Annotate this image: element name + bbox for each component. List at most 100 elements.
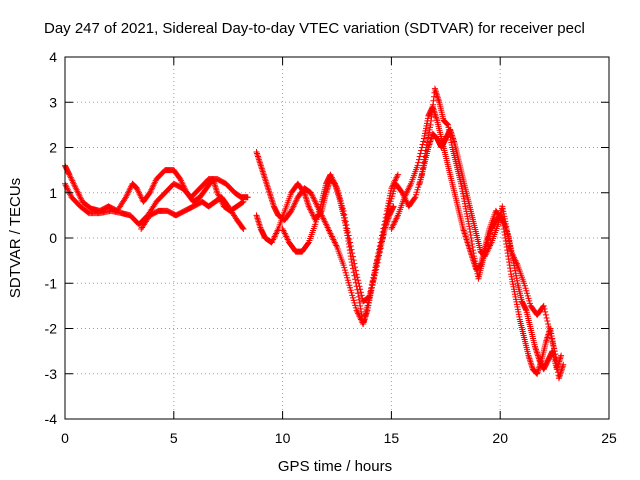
data-point	[540, 302, 547, 309]
y-tick-label: 2	[49, 140, 57, 156]
data-point	[547, 333, 554, 340]
x-tick-label: 20	[492, 430, 508, 446]
data-point	[338, 200, 345, 207]
data-point	[523, 287, 530, 294]
data-point	[300, 188, 307, 195]
data-point	[388, 195, 395, 202]
data-point	[343, 221, 350, 228]
data-point	[369, 281, 376, 288]
data-point	[355, 280, 362, 287]
data-point	[550, 342, 557, 349]
data-point	[239, 199, 246, 206]
data-point	[542, 308, 549, 315]
data-point	[381, 221, 388, 228]
y-tick-label: 0	[49, 230, 57, 246]
data-point	[378, 236, 385, 243]
grid-lines	[65, 57, 609, 419]
data-point	[415, 184, 422, 191]
data-point	[378, 238, 385, 245]
data-point	[414, 186, 421, 193]
chart-title: Day 247 of 2021, Sidereal Day-to-day VTE…	[44, 20, 585, 37]
data-point	[543, 314, 550, 321]
data-point	[346, 236, 353, 243]
data-point	[347, 287, 354, 294]
x-axis-title: GPS time / hours	[278, 458, 392, 475]
data-point	[545, 323, 552, 330]
data-point	[526, 297, 533, 304]
data-point	[349, 253, 356, 260]
data-point	[545, 320, 552, 327]
data-point	[313, 216, 320, 223]
data-point	[345, 232, 352, 239]
data-point	[348, 289, 355, 296]
data-point	[340, 262, 347, 269]
data-point	[340, 207, 347, 214]
data-point	[351, 299, 358, 306]
data-point	[386, 200, 393, 207]
data-point	[414, 162, 421, 169]
data-point	[350, 257, 357, 264]
data-point	[547, 330, 554, 337]
data-point	[544, 317, 551, 324]
data-point	[354, 286, 361, 293]
y-tick-label: -3	[45, 366, 58, 382]
data-point	[342, 218, 349, 225]
data-point	[418, 147, 425, 154]
data-point	[521, 280, 528, 287]
data-point	[344, 274, 351, 281]
data-point	[386, 203, 393, 210]
data-point	[336, 195, 343, 202]
data-point	[315, 211, 322, 218]
data-point	[342, 269, 349, 276]
data-point	[374, 253, 381, 260]
data-point	[380, 225, 387, 232]
data-point	[357, 289, 364, 296]
data-point	[377, 245, 384, 252]
data-point	[146, 190, 153, 197]
data-point	[389, 193, 396, 200]
y-tick-label: 1	[49, 185, 57, 201]
data-point	[380, 231, 387, 238]
data-point	[334, 185, 340, 192]
data-point	[382, 220, 389, 227]
data-point	[376, 246, 383, 253]
data-point	[385, 206, 392, 213]
data-point	[365, 294, 372, 301]
data-point	[553, 357, 560, 364]
data-point	[383, 217, 390, 224]
data-point	[416, 153, 423, 160]
data-point	[551, 348, 558, 355]
data-point	[356, 283, 363, 290]
data-point	[420, 138, 427, 145]
data-point	[373, 263, 380, 270]
data-point	[314, 213, 321, 220]
data-point	[365, 294, 372, 301]
data-point	[549, 339, 556, 346]
data-point	[315, 208, 322, 215]
data-point	[352, 267, 359, 274]
data-point	[367, 290, 374, 297]
data-point	[344, 225, 351, 232]
data-point	[316, 206, 323, 213]
data-point	[381, 224, 388, 231]
data-point	[287, 208, 294, 215]
data-point	[244, 194, 251, 201]
data-point	[374, 259, 381, 266]
x-tick-label: 10	[275, 430, 291, 446]
data-point	[372, 264, 379, 271]
data-point	[373, 266, 380, 273]
x-tick-label: 5	[170, 430, 178, 446]
data-point	[526, 300, 533, 307]
data-point	[384, 213, 391, 220]
y-tick-label: 4	[49, 49, 57, 65]
data-point	[358, 292, 365, 299]
data-point	[350, 297, 357, 304]
data-point	[353, 271, 360, 278]
data-point	[415, 181, 422, 188]
data-point	[413, 189, 420, 196]
data-point	[387, 198, 394, 205]
data-point	[419, 141, 426, 148]
data-point	[381, 227, 388, 234]
data-point	[377, 239, 384, 246]
data-point	[415, 159, 422, 166]
